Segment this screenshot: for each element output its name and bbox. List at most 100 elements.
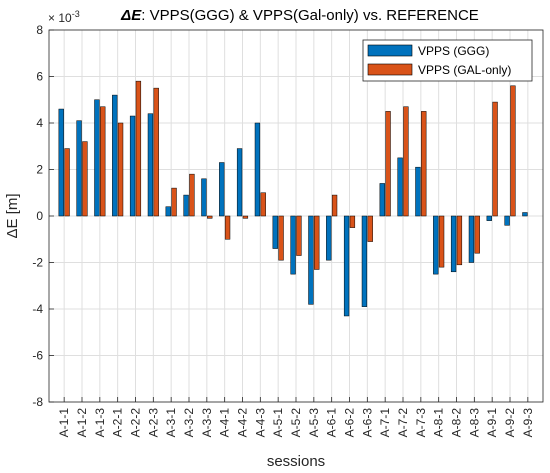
bar-gal-only	[153, 87, 159, 217]
bar-ggg	[343, 215, 350, 317]
bar-gal-only	[510, 85, 516, 217]
y-exponent-label: × 10-3	[48, 9, 80, 25]
bar-ggg	[112, 94, 118, 217]
bar-gal-only	[296, 215, 302, 256]
x-tick-label: A-7-1	[378, 408, 392, 438]
bar-ggg	[236, 148, 243, 217]
exponent-base: × 10	[48, 11, 72, 25]
x-tick-label: A-9-1	[485, 408, 499, 438]
bar-ggg	[201, 178, 207, 217]
bar-gal-only	[117, 122, 124, 217]
x-tick-label: A-6-1	[325, 408, 339, 438]
bar-ggg	[254, 122, 261, 217]
x-axis-label: sessions	[267, 453, 325, 470]
bar-ggg	[379, 183, 385, 217]
x-tick-label: A-6-3	[360, 408, 374, 438]
y-tick-label: 0	[36, 209, 43, 223]
x-tick-label: A-7-2	[396, 408, 410, 438]
x-tick-label: A-5-3	[307, 408, 321, 438]
bar-gal-only	[331, 194, 338, 217]
x-tick-label: A-7-3	[414, 408, 428, 438]
y-tick-label: -8	[32, 395, 43, 409]
bar-ggg	[361, 215, 368, 307]
chart-title: ΔE: VPPS(GGG) & VPPS(Gal-only) vs. REFER…	[120, 7, 479, 24]
x-tick-label: A-4-1	[218, 408, 232, 438]
bar-ggg	[450, 215, 457, 273]
x-tick-label: A-8-3	[467, 408, 481, 438]
bar-gal-only	[224, 215, 231, 240]
x-tick-label: A-4-2	[235, 408, 249, 438]
legend-swatch-ggg	[367, 44, 413, 57]
bar-ggg	[415, 166, 421, 217]
bar-ggg	[486, 215, 492, 221]
bar-ggg	[504, 215, 510, 226]
bar-gal-only	[474, 215, 480, 254]
x-tick-label: A-9-3	[521, 408, 535, 438]
legend-label-ggg: VPPS (GGG)	[418, 44, 489, 58]
x-tick-label: A-2-1	[111, 408, 125, 438]
bar-ggg	[183, 194, 189, 217]
bar-ggg	[272, 215, 278, 249]
bar-gal-only	[242, 215, 249, 219]
y-tick-label: 4	[36, 116, 43, 130]
bar-gal-only	[171, 187, 177, 217]
bar-ggg	[290, 215, 296, 275]
x-tick-label: A-5-1	[271, 408, 285, 438]
x-tick-label: A-9-2	[503, 408, 517, 438]
bar-ggg	[397, 157, 403, 217]
x-tick-label: A-1-3	[93, 408, 107, 438]
bar-ggg	[433, 215, 439, 275]
bar-gal-only	[189, 173, 195, 217]
bar-ggg	[94, 99, 100, 217]
bar-ggg	[468, 215, 475, 263]
bar-gal-only	[100, 106, 106, 217]
bar-ggg	[219, 162, 225, 217]
legend-label-gal-only: VPPS (GAL-only)	[418, 63, 511, 77]
x-tick-label: A-3-2	[182, 408, 196, 438]
x-tick-label: A-4-3	[253, 408, 267, 438]
x-tick-label: A-3-3	[200, 408, 214, 438]
bar-gal-only	[82, 141, 88, 217]
bar-gal-only	[456, 215, 463, 266]
bar-gal-only	[385, 111, 391, 217]
y-tick-label: 2	[36, 163, 43, 177]
legend-swatch-gal-only	[367, 63, 413, 76]
bar-gal-only	[260, 192, 266, 217]
bar-ggg	[147, 113, 154, 217]
x-tick-label: A-8-2	[450, 408, 464, 438]
bar-gal-only	[438, 215, 445, 268]
bar-gal-only	[403, 106, 409, 217]
bar-ggg	[308, 215, 314, 305]
x-tick-label: A-3-1	[164, 408, 178, 438]
y-tick-label: 8	[36, 23, 43, 37]
y-tick-label: 6	[36, 70, 43, 84]
bar-ggg	[165, 206, 171, 217]
title-prefix: ΔE	[120, 7, 142, 24]
y-tick-label: -4	[32, 302, 43, 316]
bar-gal-only	[421, 111, 427, 217]
bar-gal-only	[135, 80, 142, 217]
bar-ggg	[522, 212, 528, 217]
bar-ggg	[76, 120, 82, 217]
bar-ggg	[326, 215, 332, 261]
bar-gal-only	[314, 215, 320, 270]
y-tick-label: -6	[32, 349, 43, 363]
bar-ggg	[58, 108, 64, 217]
y-tick-label: -2	[32, 256, 43, 270]
x-tick-label: A-2-3	[146, 408, 160, 438]
legend: VPPS (GGG) VPPS (GAL-only)	[362, 39, 533, 82]
x-tick-label: A-5-2	[289, 408, 303, 438]
bar-gal-only	[492, 101, 498, 217]
exponent-power: -3	[72, 9, 80, 19]
bar-gal-only	[349, 215, 356, 228]
x-tick-label: A-6-2	[343, 408, 357, 438]
x-tick-label: A-1-2	[75, 408, 89, 438]
title-rest: : VPPS(GGG) & VPPS(Gal-only) vs. REFEREN…	[141, 7, 479, 24]
x-tick-label: A-2-2	[128, 408, 142, 438]
bar-gal-only	[207, 215, 213, 219]
bar-gal-only	[367, 215, 373, 242]
y-axis-label: ΔE [m]	[4, 193, 21, 238]
bar-gal-only	[278, 215, 284, 261]
bars	[58, 80, 528, 317]
